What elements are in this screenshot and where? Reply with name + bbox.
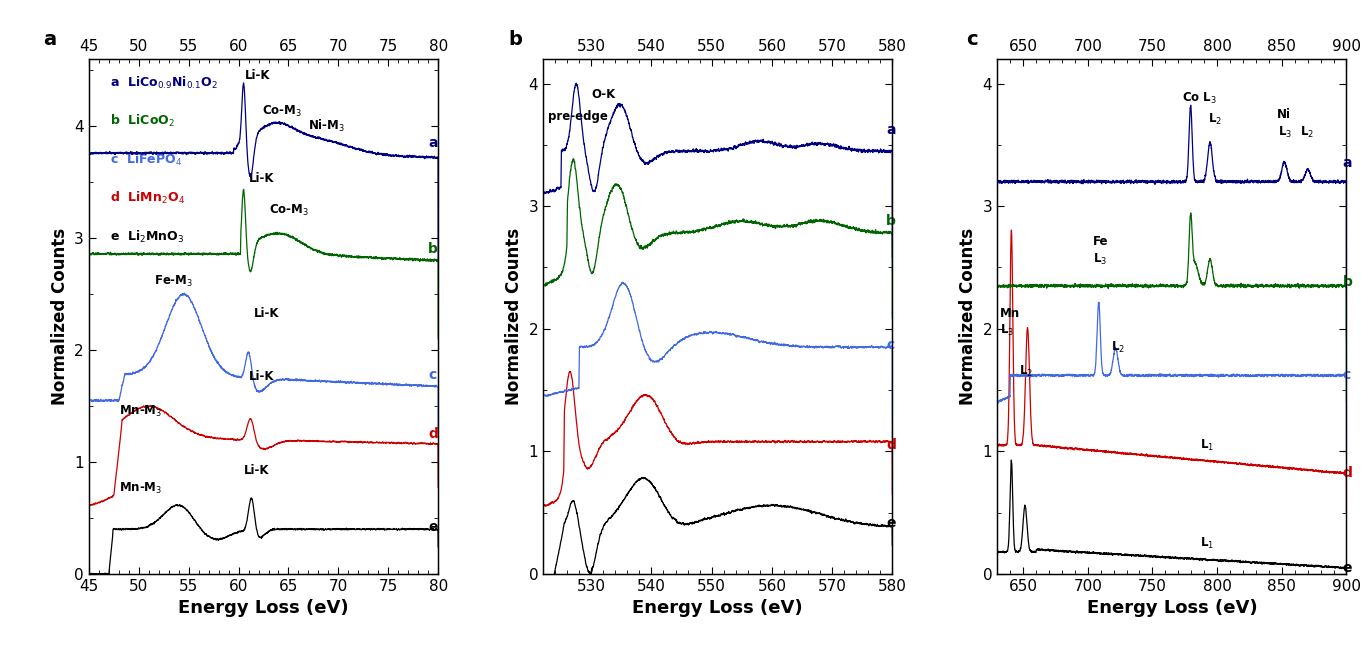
Text: L$_2$: L$_2$ xyxy=(1111,340,1125,355)
Text: Li-K: Li-K xyxy=(249,371,273,383)
Text: a: a xyxy=(1342,156,1352,171)
Text: Co L$_3$: Co L$_3$ xyxy=(1182,91,1217,106)
Text: Li-K: Li-K xyxy=(249,172,273,185)
Text: L$_2$: L$_2$ xyxy=(1208,112,1222,127)
Text: e: e xyxy=(886,516,895,529)
Text: L$_1$: L$_1$ xyxy=(1200,536,1214,551)
Text: L$_2$: L$_2$ xyxy=(1020,364,1033,379)
Text: a: a xyxy=(886,123,895,137)
Text: Co-M$_3$: Co-M$_3$ xyxy=(268,203,309,218)
Text: L$_3$: L$_3$ xyxy=(1278,125,1292,140)
X-axis label: Energy Loss (eV): Energy Loss (eV) xyxy=(633,600,802,617)
Text: Ni: Ni xyxy=(1277,108,1290,121)
Y-axis label: Normalized Counts: Normalized Counts xyxy=(51,228,68,405)
Text: Li-K: Li-K xyxy=(245,69,271,82)
Text: a  LiCo$_{0.9}$Ni$_{0.1}$O$_2$: a LiCo$_{0.9}$Ni$_{0.1}$O$_2$ xyxy=(109,75,217,91)
Text: Mn: Mn xyxy=(999,306,1020,319)
Text: L$_3$: L$_3$ xyxy=(1092,251,1107,267)
Text: d: d xyxy=(1342,466,1352,480)
X-axis label: Energy Loss (eV): Energy Loss (eV) xyxy=(1087,600,1258,617)
Text: Li-K: Li-K xyxy=(243,464,269,478)
Text: Li-K: Li-K xyxy=(253,306,279,319)
Text: a: a xyxy=(44,30,56,49)
Text: c  LiFePO$_4$: c LiFePO$_4$ xyxy=(109,152,182,168)
Text: a: a xyxy=(428,136,437,150)
Text: b: b xyxy=(428,242,437,256)
Text: b: b xyxy=(886,214,897,228)
Text: L$_2$: L$_2$ xyxy=(1300,125,1314,140)
Text: pre-edge: pre-edge xyxy=(548,110,608,123)
X-axis label: Energy Loss (eV): Energy Loss (eV) xyxy=(178,600,349,617)
Y-axis label: Normalized Counts: Normalized Counts xyxy=(504,228,522,405)
Text: O-K: O-K xyxy=(591,89,615,101)
Text: e  Li$_2$MnO$_3$: e Li$_2$MnO$_3$ xyxy=(109,229,185,245)
Text: b: b xyxy=(509,30,522,49)
Text: d: d xyxy=(428,427,437,441)
Text: b: b xyxy=(1342,275,1352,289)
Text: c: c xyxy=(1342,369,1351,382)
Text: L$_3$: L$_3$ xyxy=(999,323,1014,338)
Text: Fe: Fe xyxy=(1092,236,1109,249)
Text: Mn-M$_3$: Mn-M$_3$ xyxy=(119,404,163,419)
Text: Ni-M$_3$: Ni-M$_3$ xyxy=(309,117,346,134)
Text: e: e xyxy=(428,520,437,534)
Text: Co-M$_3$: Co-M$_3$ xyxy=(261,104,302,119)
Text: c: c xyxy=(886,338,894,352)
Text: L$_1$: L$_1$ xyxy=(1200,438,1214,453)
Text: Mn-M$_3$: Mn-M$_3$ xyxy=(119,482,163,497)
Text: c: c xyxy=(428,368,436,382)
Text: b  LiCoO$_2$: b LiCoO$_2$ xyxy=(109,113,175,129)
Text: Fe-M$_3$: Fe-M$_3$ xyxy=(153,274,193,289)
Text: c: c xyxy=(965,30,977,49)
Text: d: d xyxy=(886,438,897,452)
Y-axis label: Normalized Counts: Normalized Counts xyxy=(960,228,977,405)
Text: d  LiMn$_2$O$_4$: d LiMn$_2$O$_4$ xyxy=(109,190,185,207)
Text: e: e xyxy=(1342,561,1352,575)
